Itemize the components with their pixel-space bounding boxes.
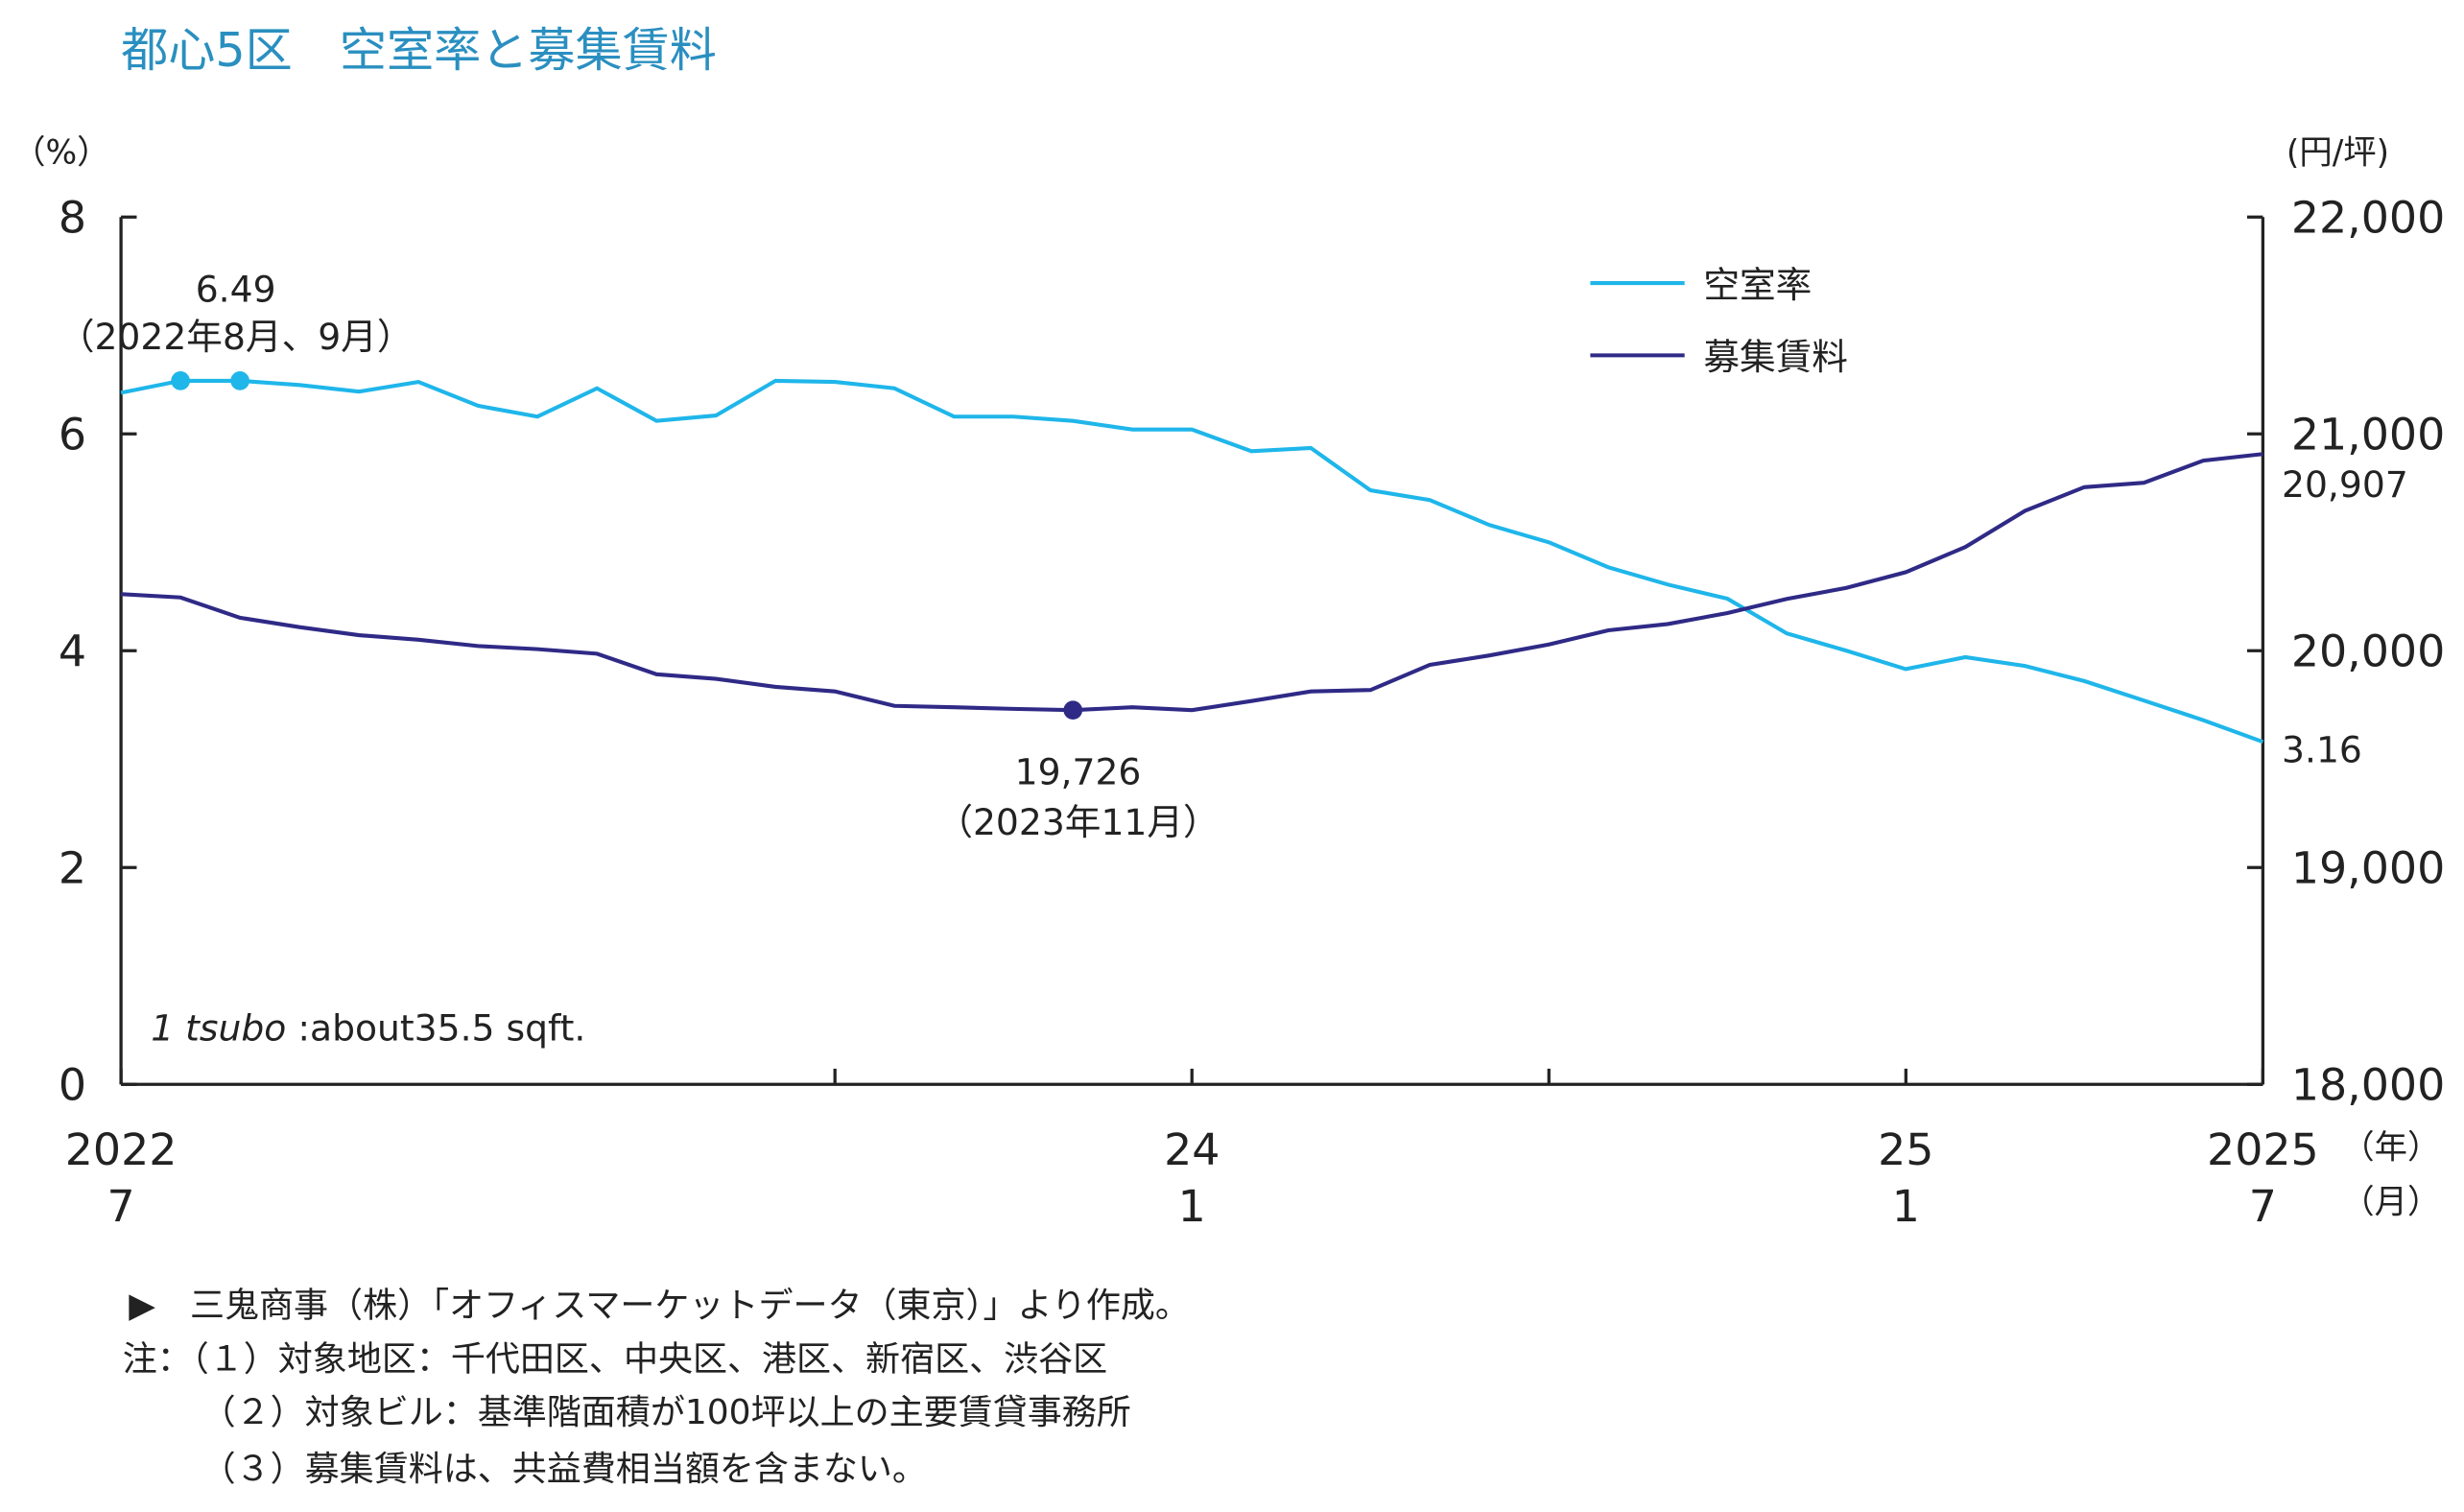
x-tick-month: 1 [1178,1180,1206,1232]
vacancy-line [120,378,2264,744]
left-tick-label: 2 [59,842,86,894]
x-tick-year: 2025 [2207,1123,2319,1175]
left-tick-label: 6 [59,409,86,461]
unit-note-italic: 1 tsubo [151,1006,286,1049]
legend-label-rent: 募集賃料 [1703,336,1848,378]
annotation-rent-last: 20,907 [2282,463,2408,506]
right-tick-label: 22,000 [2291,192,2445,244]
x-tick-month: 7 [107,1180,135,1232]
left-tick-label: 8 [59,192,86,244]
annotation-rent-low-label: （2023年11月） [936,801,1219,843]
right-axis-ticks: 18,000 19,000 20,000 21,000 22,000 [2246,192,2445,1111]
right-tick-label: 18,000 [2291,1059,2445,1111]
unit-note: 1 tsubo :about35.5 sqft. [151,1006,585,1049]
vacancy-peak-marker [171,371,190,390]
legend: 空室率 募集賃料 [1590,264,1848,378]
note-2: （２）対象ビル：基準階面積が100坪以上の主要賃貸事務所 [201,1393,1131,1432]
right-axis-unit: (円/坪) [2286,134,2389,173]
rent-line [120,452,2263,713]
right-tick-label: 21,000 [2291,409,2445,461]
left-tick-label: 4 [59,626,86,677]
note-1: 注：（１）対象地区：千代田区、中央区、港区、新宿区、渋谷区 [123,1339,1107,1379]
x-year-unit: （年） [2341,1128,2440,1167]
series-group [120,371,2264,744]
x-tick-year: 25 [1878,1123,1933,1175]
annotation-rent-low-value: 19,726 [1015,750,1142,792]
x-month-unit: （月） [2341,1184,2440,1222]
x-tick-year: 2022 [65,1123,178,1175]
axes [119,217,2265,1086]
unit-note-text: :about35.5 sqft. [286,1006,585,1049]
note-3: （３）募集賃料は、共益費相当額を含まない。 [201,1450,927,1489]
left-axis-unit: （%） [12,134,109,173]
rent-low-marker [1063,700,1083,721]
x-tick-year: 24 [1164,1123,1220,1175]
annotation-vacancy-last: 3.16 [2282,729,2362,771]
chart-title: 都心5区 空室率と募集賃料 [121,22,717,78]
x-tick-month: 1 [1892,1180,1920,1232]
source-note: ▶ 三鬼商事（株）「オフィスマーケットデータ（東京）」より作成。 [129,1287,1190,1326]
right-tick-label: 19,000 [2291,842,2445,894]
x-tick-month: 7 [2249,1180,2277,1232]
legend-label-vacancy: 空室率 [1703,264,1812,306]
right-tick-label: 20,000 [2291,626,2445,677]
left-tick-label: 0 [59,1059,86,1111]
vacancy-peak-marker [230,371,249,390]
left-axis-ticks: 0 2 4 6 8 [59,192,137,1111]
annotation-vacancy-peak-value: 6.49 [196,269,276,311]
annotation-vacancy-peak-label: （2022年8月、9月） [59,316,414,358]
